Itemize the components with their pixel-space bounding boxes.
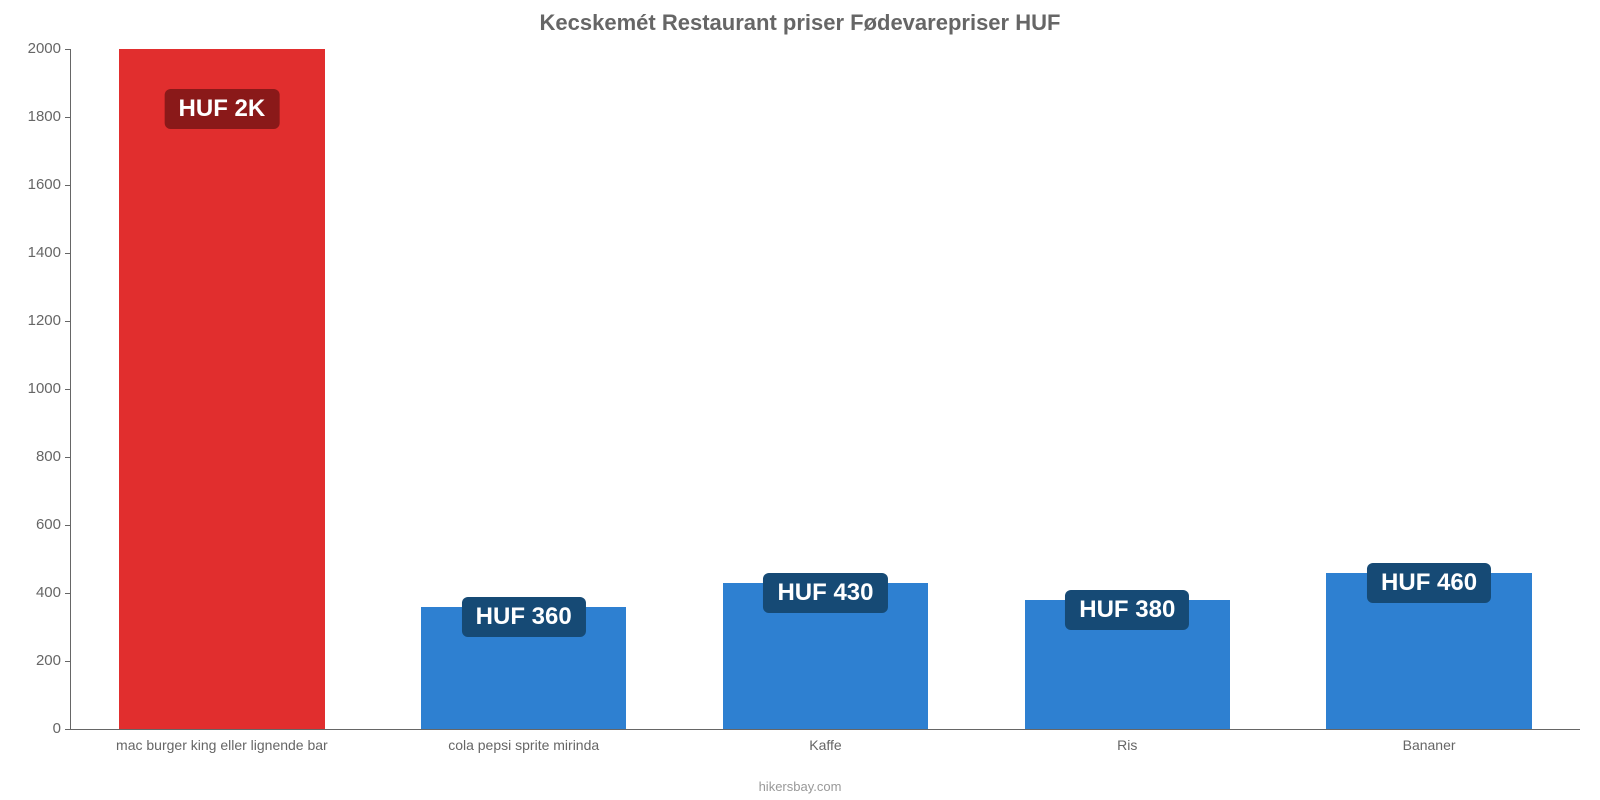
x-axis-label: cola pepsi sprite mirinda xyxy=(448,737,599,753)
bar-slot: HUF 360cola pepsi sprite mirinda xyxy=(373,50,675,729)
chart-footer: hikersbay.com xyxy=(0,779,1600,794)
bar-slot: HUF 460Bananer xyxy=(1278,50,1580,729)
y-tick-label: 200 xyxy=(36,652,61,669)
y-tick-mark xyxy=(65,593,71,594)
y-tick-label: 800 xyxy=(36,448,61,465)
x-axis-label: Ris xyxy=(1117,737,1137,753)
y-tick-mark xyxy=(65,49,71,50)
y-tick-mark xyxy=(65,525,71,526)
y-tick-label: 0 xyxy=(53,720,61,737)
bar-slot: HUF 430Kaffe xyxy=(675,50,977,729)
y-tick-label: 1400 xyxy=(28,244,61,261)
y-tick-label: 2000 xyxy=(28,40,61,57)
plot-area: HUF 2Kmac burger king eller lignende bar… xyxy=(70,50,1580,730)
x-axis-label: mac burger king eller lignende bar xyxy=(116,737,328,753)
y-tick-mark xyxy=(65,457,71,458)
value-badge: HUF 360 xyxy=(462,597,586,637)
bar-slot: HUF 2Kmac burger king eller lignende bar xyxy=(71,50,373,729)
y-tick-label: 1000 xyxy=(28,380,61,397)
y-tick-mark xyxy=(65,321,71,322)
value-badge: HUF 380 xyxy=(1065,590,1189,630)
y-tick-mark xyxy=(65,389,71,390)
y-tick-label: 1200 xyxy=(28,312,61,329)
y-tick-label: 400 xyxy=(36,584,61,601)
chart-container: Kecskemét Restaurant priser Fødevarepris… xyxy=(0,0,1600,800)
bar: HUF 380 xyxy=(1025,600,1230,729)
bar-slot: HUF 380Ris xyxy=(976,50,1278,729)
y-tick-mark xyxy=(65,117,71,118)
y-tick-mark xyxy=(65,185,71,186)
x-axis-label: Kaffe xyxy=(809,737,841,753)
x-axis-label: Bananer xyxy=(1403,737,1456,753)
value-badge: HUF 2K xyxy=(165,89,280,129)
value-badge: HUF 460 xyxy=(1367,563,1491,603)
bars-group: HUF 2Kmac burger king eller lignende bar… xyxy=(71,50,1580,729)
bar: HUF 360 xyxy=(421,607,626,729)
y-tick-mark xyxy=(65,253,71,254)
value-badge: HUF 430 xyxy=(763,573,887,613)
y-tick-mark xyxy=(65,661,71,662)
y-tick-label: 1600 xyxy=(28,176,61,193)
y-tick-mark xyxy=(65,729,71,730)
y-tick-label: 1800 xyxy=(28,108,61,125)
bar: HUF 430 xyxy=(723,583,928,729)
y-tick-label: 600 xyxy=(36,516,61,533)
bar: HUF 460 xyxy=(1326,573,1531,729)
bar: HUF 2K xyxy=(119,49,324,729)
chart-title: Kecskemét Restaurant priser Fødevarepris… xyxy=(0,0,1600,40)
